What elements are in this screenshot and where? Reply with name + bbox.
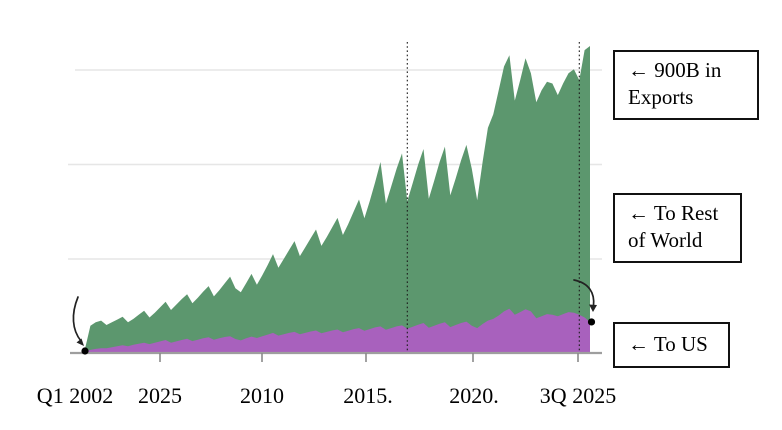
rest-callout-line2: of World [628, 227, 703, 252]
series-end-dot [587, 318, 596, 326]
rest-of-world-callout: ← To Rest of World [613, 193, 742, 263]
to-us-callout: ← To US [613, 322, 730, 368]
x-tick-label-3q-2025: 3Q 2025 [539, 383, 617, 408]
series-start-dot [81, 347, 89, 355]
x-tick-label-2010: 2010 [240, 383, 284, 408]
x-tick-label-q1-2002: Q1 2002 [36, 383, 114, 408]
exports-callout-line1: ← 900B in [628, 58, 722, 82]
x-axis-ticks [159, 353, 579, 362]
dotted-marker-lines [406, 42, 580, 353]
end-annotation-arrow [573, 279, 597, 312]
rest-of-world-area [85, 46, 590, 353]
start-annotation-arrow [72, 296, 84, 346]
x-tick-label-2005: 2025 [138, 383, 182, 408]
to-us-area [85, 308, 590, 353]
exports-total-callout: ← 900B in Exports [613, 50, 759, 120]
rest-callout-line1: ← To Rest [628, 201, 719, 225]
us-callout-line1: ← To US [628, 332, 708, 356]
x-tick-label-2020: 2020. [449, 383, 499, 408]
exports-callout-line2: Exports [628, 84, 694, 109]
x-tick-label-2015: 2015. [343, 383, 393, 408]
